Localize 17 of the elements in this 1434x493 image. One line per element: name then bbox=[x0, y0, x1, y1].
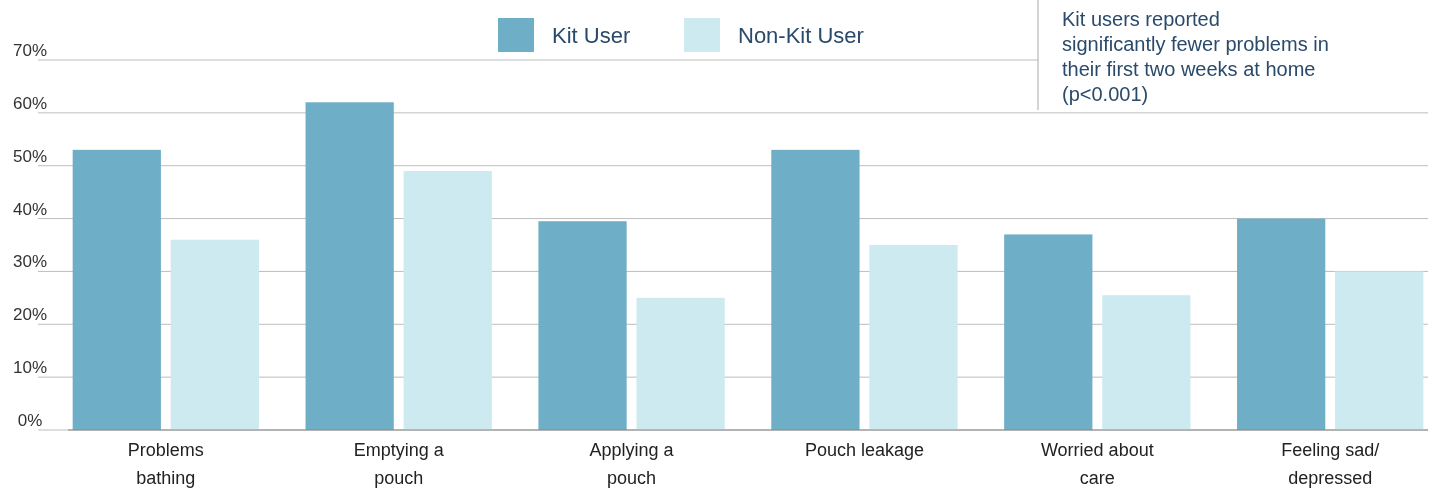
x-tick-label: Pouch leakage bbox=[804, 440, 924, 460]
x-tick-label: Worried about care bbox=[1040, 440, 1154, 488]
y-tick-label: 70% bbox=[12, 41, 48, 60]
x-tick-label: Applying a pouch bbox=[589, 440, 675, 488]
x-tick-label: Problems bathing bbox=[127, 440, 204, 488]
legend-label: Kit User bbox=[552, 23, 631, 48]
x-tick-label: Emptying a pouch bbox=[353, 440, 445, 488]
x-tick-label: Feeling sad/ depressed bbox=[1281, 440, 1380, 488]
y-tick-label: 30% bbox=[12, 252, 48, 272]
y-tick-label: 50% bbox=[12, 146, 48, 166]
annotation: Kit users reported significantly fewer problems in their first two weeks at home (p<0.001) bbox=[1062, 8, 1329, 105]
y-tick-label: 0% bbox=[17, 411, 43, 430]
y-tick-label: 60% bbox=[12, 93, 48, 113]
legend-label: Non-Kit User bbox=[738, 23, 864, 48]
y-tick-label: 20% bbox=[12, 305, 48, 325]
y-tick-label: 10% bbox=[12, 358, 48, 378]
y-tick-label: 40% bbox=[12, 199, 48, 219]
